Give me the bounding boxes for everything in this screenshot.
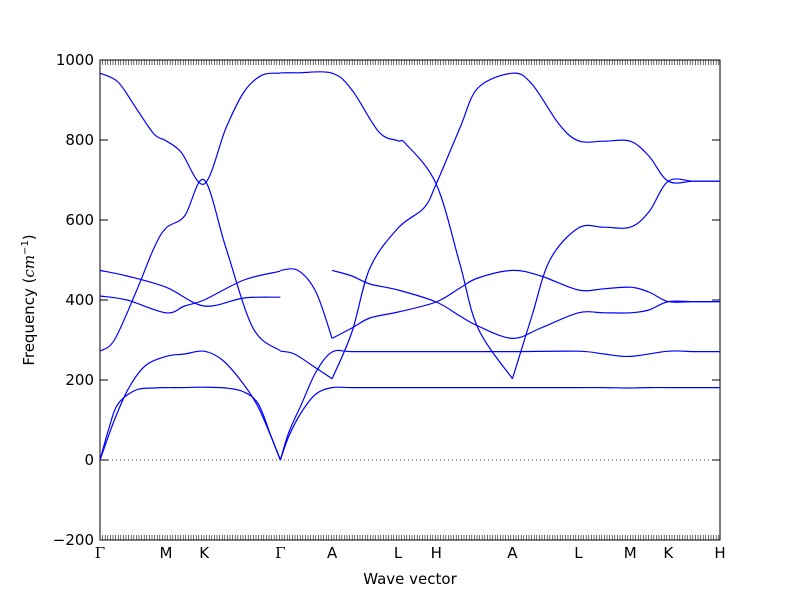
x-tick-label: L (574, 544, 583, 562)
band-line-13 (331, 269, 720, 339)
series-group (99, 71, 721, 461)
x-tick-label: Γ (275, 544, 285, 562)
band-line-2 (99, 350, 281, 461)
x-tick-label: A (327, 544, 338, 562)
band-line-9 (280, 71, 513, 380)
x-tick-label: H (714, 544, 725, 562)
band-line-3 (99, 179, 281, 352)
y-tick-label: 200 (65, 371, 94, 389)
x-tick-label: K (663, 544, 674, 562)
y-tick-label: 600 (65, 211, 94, 229)
y-tick-label: 0 (84, 451, 94, 469)
band-line-7 (279, 386, 720, 461)
band-line-1 (99, 386, 281, 461)
y-tick-label: 800 (65, 131, 94, 149)
band-line-6 (99, 269, 281, 307)
band-line-10 (280, 268, 333, 339)
band-line-14 (331, 269, 720, 340)
y-tick-label: 1000 (56, 51, 94, 69)
x-tick-label: A (507, 544, 518, 562)
x-tick-label: Γ (95, 544, 105, 562)
x-tick-label: H (431, 544, 442, 562)
band-line-12 (331, 72, 720, 380)
x-tick-label: M (160, 544, 173, 562)
x-tick-label: L (394, 544, 403, 562)
x-tick-label: M (624, 544, 637, 562)
minor-ticks (99, 60, 720, 540)
x-axis-label: Wave vector (363, 570, 457, 588)
band-line-8 (279, 349, 721, 461)
x-tick-label: K (199, 544, 210, 562)
band-line-5 (99, 270, 281, 314)
y-axis-label: Frequency (cm−1) (20, 234, 38, 365)
band-line-4 (99, 72, 281, 185)
plot-area: −200 0 200 400 600 800 1000 Γ M K Γ A L H A L M K H (53, 51, 726, 562)
y-axis-ticks: −200 0 200 400 600 800 1000 (53, 51, 720, 549)
band-line-15 (511, 178, 720, 379)
band-line-11 (280, 350, 333, 380)
y-tick-label: 400 (65, 291, 94, 309)
y-tick-label: −200 (53, 531, 94, 549)
plot-frame (99, 59, 721, 541)
